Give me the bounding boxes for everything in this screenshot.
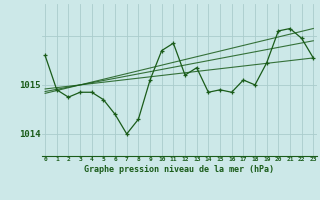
X-axis label: Graphe pression niveau de la mer (hPa): Graphe pression niveau de la mer (hPa) <box>84 165 274 174</box>
